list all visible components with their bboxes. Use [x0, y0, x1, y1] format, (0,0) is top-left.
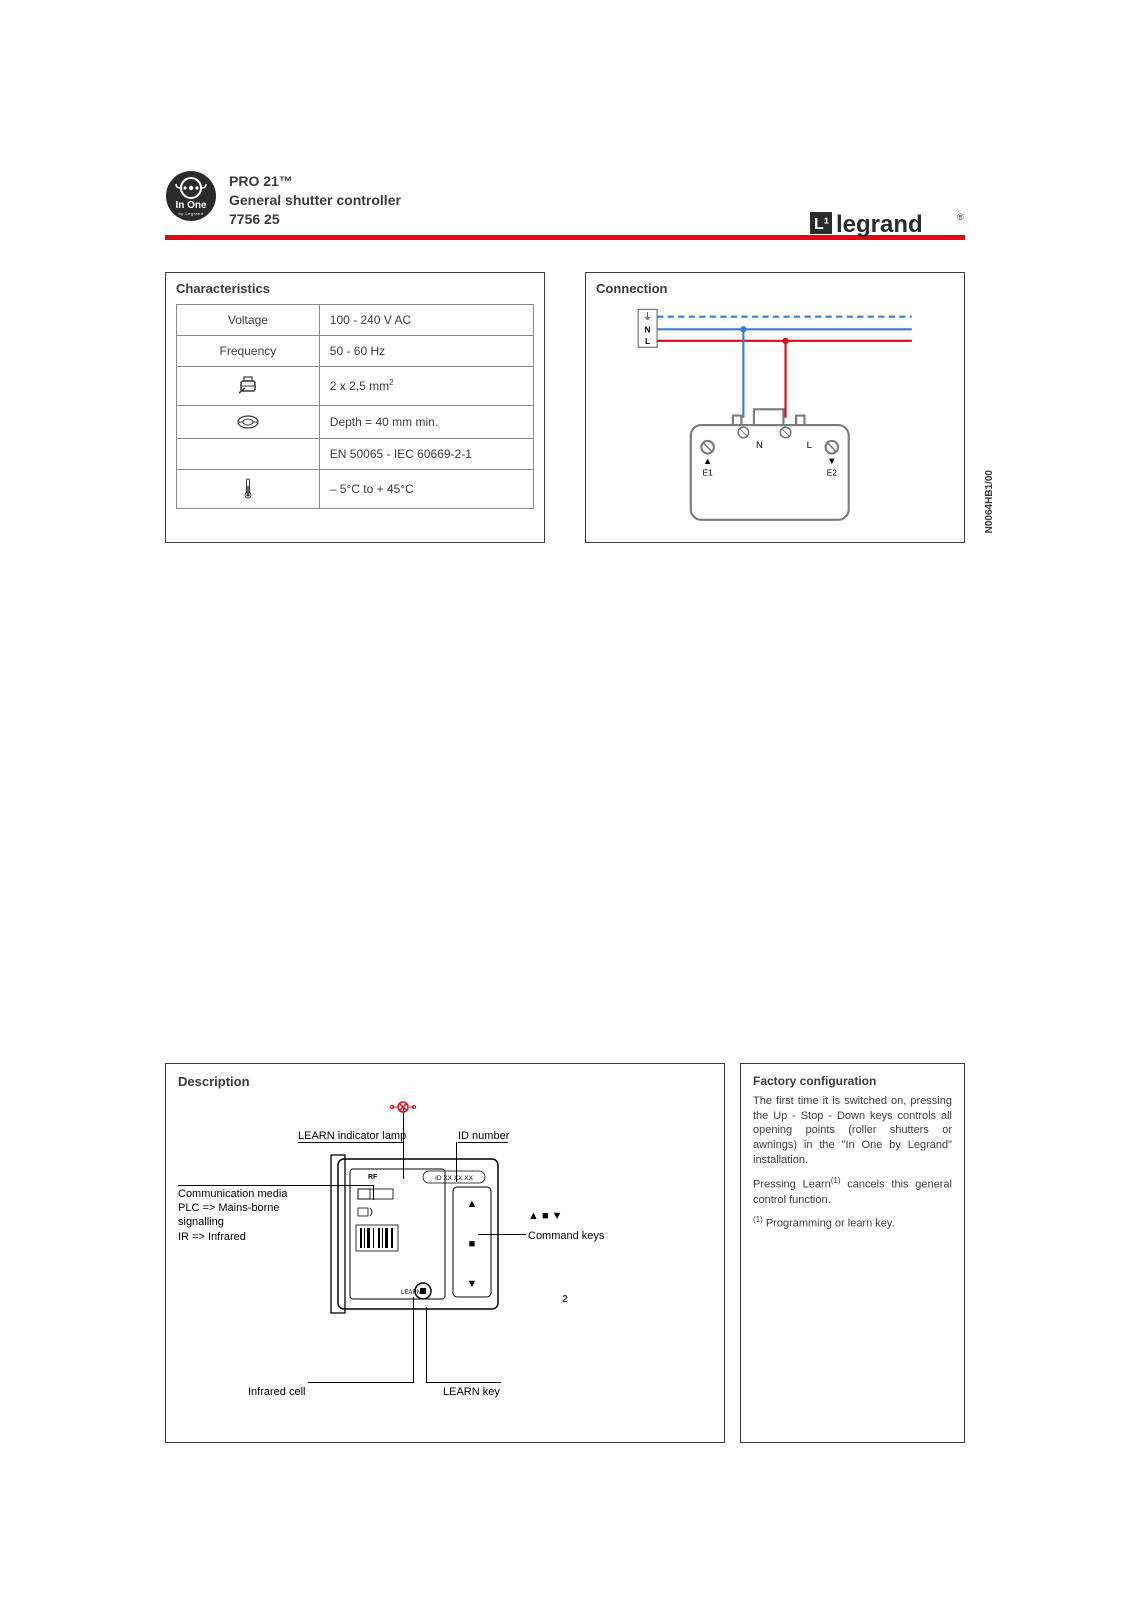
factory-footnote: (1) Programming or learn key. — [753, 1215, 952, 1232]
char-label — [177, 438, 320, 469]
svg-text:N: N — [756, 440, 763, 451]
command-symbols: ▲ ■ ▼ — [528, 1209, 563, 1223]
description-figure: LEARN indicator lamp ID number Communica… — [178, 1097, 712, 1427]
char-label: Voltage — [177, 304, 320, 335]
svg-text:L: L — [807, 440, 812, 451]
svg-text:▼: ▼ — [467, 1278, 478, 1290]
svg-text:▼: ▼ — [827, 456, 836, 467]
table-row: Frequency 50 - 60 Hz — [177, 335, 534, 366]
title-block: PRO 21™ General shutter controller 7756 … — [229, 170, 401, 229]
svg-text:E2: E2 — [827, 467, 838, 477]
char-value: – 5°C to + 45°C — [319, 469, 533, 508]
factory-para1: The first time it is switched on, pressi… — [753, 1094, 952, 1168]
characteristics-table: Voltage 100 - 240 V AC Frequency 50 - 60… — [176, 304, 534, 509]
svg-text:LEARN: LEARN — [401, 1290, 421, 1296]
connection-panel: Connection ⏚ N L — [585, 272, 965, 543]
document-code: N0064HB1/00 — [984, 470, 995, 533]
svg-text:▲: ▲ — [467, 1198, 478, 1210]
connection-diagram: ⏚ N L — [596, 304, 954, 525]
char-value: 2 x 2,5 mm2 — [319, 366, 533, 405]
connection-title: Connection — [596, 281, 954, 296]
table-row: Voltage 100 - 240 V AC — [177, 304, 534, 335]
product-name: General shutter controller — [229, 191, 401, 210]
badge-line1: In One — [175, 200, 207, 211]
svg-text:RF: RF — [368, 1174, 378, 1181]
svg-text:L¹: L¹ — [814, 216, 829, 233]
table-row: Depth = 40 mm min. — [177, 405, 534, 438]
terminal-icon — [177, 366, 320, 405]
boxes-row: Characteristics Voltage 100 - 240 V AC F… — [165, 272, 965, 543]
characteristics-panel: Characteristics Voltage 100 - 240 V AC F… — [165, 272, 545, 543]
table-row: – 5°C to + 45°C — [177, 469, 534, 508]
factory-para2: Pressing Learn(1) cancels this general c… — [753, 1176, 952, 1207]
svg-text:®: ® — [957, 212, 964, 222]
char-value: 100 - 240 V AC — [319, 304, 533, 335]
svg-text:N: N — [645, 324, 651, 334]
product-code: 7756 25 — [229, 210, 401, 229]
char-label: Frequency — [177, 335, 320, 366]
callout-learn-key: LEARN key — [443, 1385, 500, 1399]
svg-text:⏚: ⏚ — [643, 311, 652, 322]
callout-infrared-cell: Infrared cell — [248, 1385, 305, 1399]
svg-text:L: L — [645, 336, 650, 346]
description-title: Description — [178, 1074, 712, 1089]
callout-command-keys: Command keys — [528, 1229, 604, 1243]
characteristics-title: Characteristics — [176, 281, 534, 296]
factory-panel: Factory configuration The first time it … — [740, 1063, 965, 1443]
svg-text:ID XX XX XX: ID XX XX XX — [435, 1175, 474, 1182]
svg-text:■: ■ — [469, 1238, 476, 1250]
badge-line2: by Legrand — [178, 211, 203, 216]
table-row: EN 50065 - IEC 60669-2-1 — [177, 438, 534, 469]
brand-text: legrand — [836, 211, 923, 238]
lower-row: Description LEARN indicator lamp ID numb… — [165, 1063, 965, 1443]
depth-icon — [177, 405, 320, 438]
description-panel: Description LEARN indicator lamp ID numb… — [165, 1063, 725, 1443]
svg-text:▲: ▲ — [703, 456, 712, 467]
char-value: Depth = 40 mm min. — [319, 405, 533, 438]
svg-text:E1: E1 — [702, 467, 713, 477]
page-number: 2 — [562, 1294, 568, 1305]
product-line: PRO 21™ — [229, 172, 401, 191]
callout-comm-media: Communication media PLC => Mains-borne s… — [178, 1187, 318, 1244]
table-row: 2 x 2,5 mm2 — [177, 366, 534, 405]
char-value: EN 50065 - IEC 60669-2-1 — [319, 438, 533, 469]
char-value: 50 - 60 Hz — [319, 335, 533, 366]
thermometer-icon — [177, 469, 320, 508]
factory-title: Factory configuration — [753, 1074, 952, 1088]
page-frame: In One by Legrand PRO 21™ General shutte… — [165, 170, 965, 1443]
in-one-badge: In One by Legrand — [165, 170, 217, 222]
legrand-logo: L¹ legrand ® — [810, 210, 965, 238]
